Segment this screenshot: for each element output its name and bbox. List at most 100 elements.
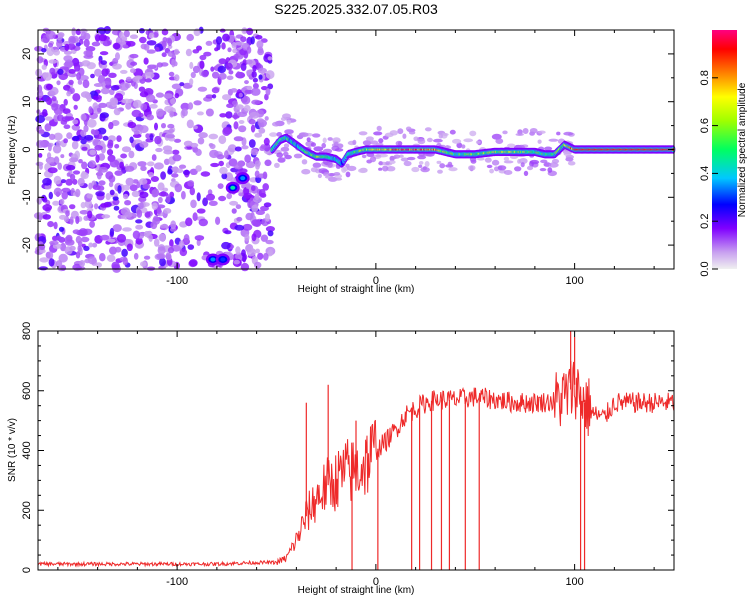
noise-speckle (235, 252, 243, 261)
noise-speckle (151, 154, 157, 161)
noise-speckle (47, 221, 54, 228)
spectral-blob-core (230, 185, 236, 190)
noise-speckle (131, 190, 140, 198)
noise-speckle (128, 150, 135, 159)
noise-speckle (63, 98, 68, 106)
noise-speckle (83, 245, 90, 251)
noise-speckle (199, 54, 207, 61)
noise-speckle (98, 180, 106, 186)
noise-speckle (218, 72, 227, 80)
noise-speckle (112, 196, 119, 201)
noise-speckle (67, 43, 76, 50)
noise-speckle (80, 201, 87, 209)
ridge-halo (475, 140, 481, 144)
noise-speckle (109, 227, 115, 237)
noise-speckle (225, 111, 233, 119)
noise-speckle (149, 103, 158, 109)
noise-speckle (215, 36, 223, 45)
noise-speckle (139, 141, 149, 148)
noise-speckle (99, 113, 106, 122)
ridge-halo (293, 153, 303, 159)
noise-speckle (45, 83, 53, 90)
ridge-halo (540, 159, 548, 164)
noise-speckle (229, 200, 239, 206)
noise-speckle (160, 171, 167, 180)
noise-speckle (119, 161, 124, 169)
noise-speckle (70, 173, 76, 181)
noise-speckle (189, 187, 195, 196)
noise-speckle (193, 100, 202, 106)
ridge-halo (537, 139, 542, 144)
noise-speckle (158, 233, 166, 242)
noise-speckle (51, 103, 59, 111)
noise-speckle (75, 188, 81, 198)
noise-speckle (167, 168, 173, 175)
noise-speckle (163, 158, 170, 165)
ridge-halo (358, 131, 368, 136)
noise-speckle (117, 185, 122, 194)
noise-speckle (72, 93, 81, 102)
ridge-halo (418, 161, 424, 165)
noise-speckle (129, 136, 134, 144)
noise-speckle (148, 172, 155, 178)
noise-speckle (233, 136, 244, 142)
noise-speckle (192, 65, 200, 74)
noise-speckle (167, 44, 173, 50)
noise-speckle (198, 218, 208, 227)
noise-speckle (224, 230, 232, 235)
noise-speckle (80, 129, 87, 137)
noise-speckle (170, 220, 177, 230)
noise-speckle (222, 94, 231, 101)
noise-speckle (148, 32, 155, 39)
noise-speckle (139, 36, 147, 44)
noise-speckle (86, 193, 94, 199)
noise-speckle (238, 120, 245, 124)
noise-speckle (42, 72, 53, 81)
noise-speckle (150, 176, 159, 182)
noise-speckle (169, 110, 175, 118)
noise-speckle (111, 261, 120, 270)
ridge-halo (461, 144, 466, 149)
noise-speckle (119, 82, 129, 91)
ridge-halo (448, 167, 458, 172)
ridge-halo (358, 168, 368, 174)
noise-speckle (263, 202, 272, 208)
y-tick-label: 0 (21, 146, 33, 152)
noise-speckle (251, 71, 257, 78)
noise-speckle (258, 189, 266, 197)
noise-speckle (133, 139, 143, 144)
noise-speckle (96, 134, 103, 140)
noise-speckle (227, 47, 232, 53)
noise-speckle (249, 111, 260, 119)
noise-speckle (121, 146, 132, 153)
noise-speckle (139, 28, 145, 34)
noise-speckle (46, 47, 55, 57)
noise-speckle (116, 233, 127, 243)
snr-x-ticks: -100 0 100 (57, 331, 655, 588)
ridge-halo (365, 136, 374, 142)
ridge-halo (400, 157, 409, 162)
noise-speckle (251, 233, 257, 242)
noise-speckle (135, 237, 143, 245)
ridge-halo (548, 162, 559, 168)
noise-speckle (60, 179, 67, 184)
noise-speckle (121, 98, 132, 104)
noise-speckle (112, 42, 121, 50)
ridge-halo (313, 146, 324, 152)
noise-speckle (107, 238, 116, 243)
noise-speckle (69, 216, 74, 225)
spectral-blob-core (220, 257, 226, 262)
noise-speckle (265, 239, 274, 245)
noise-speckle (251, 219, 261, 227)
noise-speckle (123, 30, 130, 38)
noise-speckle (190, 142, 199, 148)
ridge-halo (548, 138, 559, 142)
noise-speckle (263, 143, 271, 152)
noise-speckle (88, 106, 93, 114)
noise-speckle (143, 57, 149, 65)
noise-speckle (185, 217, 193, 227)
noise-speckle (73, 104, 78, 110)
noise-speckle (206, 193, 215, 201)
noise-speckle (45, 156, 56, 164)
ridge-halo (518, 158, 528, 164)
